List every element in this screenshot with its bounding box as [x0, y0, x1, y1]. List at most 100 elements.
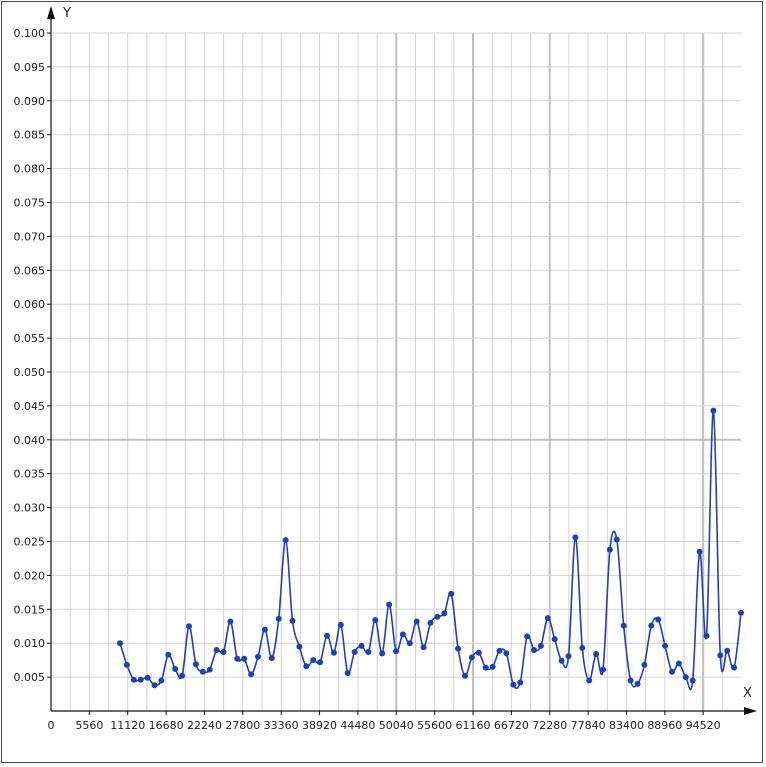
data-point: [703, 632, 710, 639]
y-tick-label: 0.085: [14, 129, 46, 142]
data-point: [455, 645, 462, 652]
data-point: [586, 677, 593, 684]
data-point: [151, 682, 158, 689]
y-axis-title: Y: [62, 6, 71, 21]
data-point: [738, 609, 744, 616]
data-point: [192, 661, 199, 668]
data-point: [510, 681, 517, 688]
origin-label: 0: [48, 719, 55, 732]
data-point: [186, 623, 192, 630]
grid: [51, 32, 741, 711]
y-tick-label: 0.045: [14, 400, 46, 413]
data-point: [172, 666, 179, 672]
data-point: [724, 647, 731, 654]
x-tick-label: 44480: [340, 719, 375, 732]
x-tick-label: 5560: [75, 719, 103, 732]
y-tick-label: 0.005: [14, 671, 46, 684]
data-point: [682, 674, 689, 681]
y-tick-label: 0.090: [14, 95, 46, 108]
data-point: [393, 648, 399, 655]
data-point: [206, 666, 213, 673]
data-point: [379, 650, 386, 657]
data-point: [537, 642, 544, 649]
data-point: [330, 649, 337, 656]
data-point: [420, 644, 427, 651]
data-point: [606, 546, 613, 553]
data-point: [669, 668, 675, 675]
data-point: [248, 671, 255, 678]
data-point: [448, 590, 455, 597]
data-point: [482, 664, 489, 671]
data-point: [303, 663, 310, 670]
data-point: [675, 660, 682, 667]
y-tick-label: 0.050: [14, 366, 46, 379]
data-point: [241, 655, 248, 662]
data-point: [144, 674, 151, 681]
x-tick-label: 72280: [532, 719, 567, 732]
x-tick-label: 88960: [647, 719, 682, 732]
y-tick-label: 0.010: [14, 637, 46, 650]
data-point: [441, 610, 448, 617]
y-tick-label: 0.065: [14, 264, 46, 277]
x-tick-label: 27800: [225, 719, 260, 732]
data-point: [255, 653, 261, 660]
data-point: [468, 654, 475, 661]
data-point: [627, 677, 634, 684]
data-point: [689, 677, 696, 684]
data-point: [620, 622, 627, 629]
data-point: [234, 655, 241, 662]
data-point: [213, 647, 220, 653]
data-point: [268, 655, 275, 662]
y-tick-label: 0.095: [14, 61, 46, 74]
data-point: [165, 651, 172, 658]
data-point: [275, 615, 282, 622]
data-point: [310, 657, 317, 664]
data-point: [662, 642, 669, 649]
data-point: [413, 618, 420, 625]
data-point: [572, 534, 579, 541]
y-tick-label: 0.040: [14, 434, 46, 447]
data-point: [634, 680, 641, 687]
data-point: [324, 632, 330, 639]
x-axis-arrow: [744, 707, 757, 715]
x-tick-label: 66720: [494, 719, 529, 732]
data-point: [137, 676, 144, 683]
y-tick-label: 0.100: [14, 27, 46, 40]
data-point: [372, 617, 379, 624]
data-point: [434, 613, 441, 620]
data-point: [710, 407, 717, 414]
y-tick-label: 0.075: [14, 197, 46, 210]
series-line: [119, 409, 742, 691]
data-point: [130, 676, 137, 683]
data-point: [496, 647, 503, 654]
data-point: [462, 672, 468, 679]
data-point: [117, 640, 123, 647]
data-point: [531, 647, 537, 653]
x-tick-label: 83400: [609, 719, 644, 732]
x-tick-label: 16680: [149, 719, 184, 732]
data-point: [289, 617, 296, 624]
series-points: [117, 407, 744, 689]
x-tick-label: 33360: [264, 719, 299, 732]
x-tick-labels: 5560 11120 16680 22240 27800 33360 38920 44480 5…: [75, 719, 720, 732]
data-point: [503, 650, 510, 657]
x-tick-label: 38920: [302, 719, 337, 732]
y-tick-label: 0.025: [14, 536, 46, 549]
data-point: [337, 621, 344, 628]
data-point: [344, 670, 351, 676]
y-tick-label: 0.015: [14, 603, 46, 616]
data-point: [558, 657, 565, 664]
data-point: [600, 666, 606, 673]
data-point: [641, 661, 648, 668]
data-point: [524, 633, 531, 640]
data-point: [551, 636, 558, 643]
data-point: [475, 649, 482, 656]
data-point: [565, 653, 572, 660]
y-tick-labels: 0.005 0.010 0.015 0.020 0.025 0.030 0.035 0.040…: [14, 27, 46, 684]
y-tick-label: 0.030: [14, 502, 46, 515]
y-tick-label: 0.055: [14, 332, 46, 345]
data-point: [179, 672, 186, 679]
x-tick-label: 61160: [456, 719, 491, 732]
data-point: [579, 644, 586, 651]
